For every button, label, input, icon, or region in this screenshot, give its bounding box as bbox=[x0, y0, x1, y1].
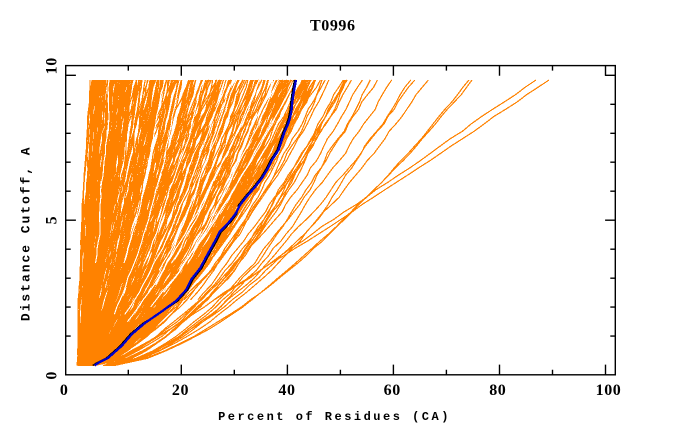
svg-text:Distance Cutoff, A: Distance Cutoff, A bbox=[19, 146, 34, 322]
svg-text:100: 100 bbox=[596, 382, 622, 399]
svg-text:80: 80 bbox=[489, 382, 506, 399]
svg-text:40: 40 bbox=[278, 382, 295, 399]
svg-text:20: 20 bbox=[172, 382, 189, 399]
svg-text:5: 5 bbox=[43, 216, 60, 225]
svg-text:0: 0 bbox=[60, 382, 69, 399]
svg-text:60: 60 bbox=[384, 382, 401, 399]
svg-text:0: 0 bbox=[43, 371, 60, 380]
svg-text:Percent of Residues (CA): Percent of Residues (CA) bbox=[218, 410, 451, 424]
svg-text:T0996: T0996 bbox=[310, 17, 356, 34]
svg-text:10: 10 bbox=[43, 57, 60, 74]
